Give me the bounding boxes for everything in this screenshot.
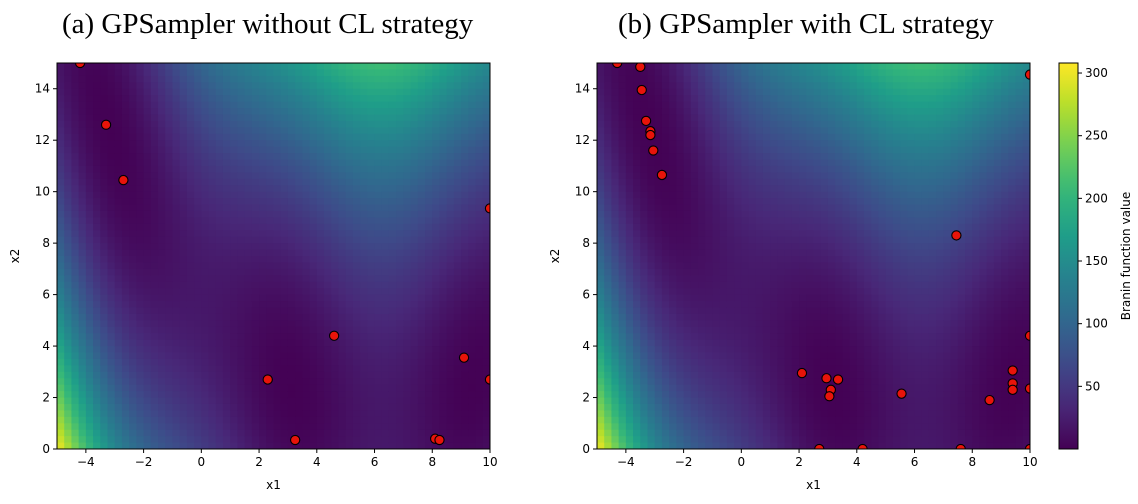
data-point: [289, 434, 301, 446]
x-axis-label: x1: [266, 478, 281, 492]
x-tick-label: −4: [77, 455, 95, 469]
y-tick-label: 6: [42, 288, 50, 302]
data-point: [821, 373, 832, 384]
colorbar-tick-label: 200: [1085, 191, 1108, 205]
data-point: [100, 119, 112, 130]
colorbar-tick-label: 150: [1085, 254, 1108, 268]
colorbar-tick-label: 250: [1085, 129, 1108, 143]
data-point: [645, 129, 656, 141]
data-point: [832, 374, 844, 385]
data-point: [635, 63, 646, 73]
x-tick-label: 2: [255, 455, 263, 469]
x-tick-label: 8: [428, 455, 436, 469]
data-point: [896, 388, 907, 399]
data-point: [1024, 330, 1030, 341]
x-tick-label: −2: [675, 455, 693, 469]
panel-a-title: (a) GPSampler without CL strategy: [62, 8, 474, 40]
y-axis-label: x2: [8, 249, 22, 264]
y-tick-label: 4: [582, 339, 590, 353]
plot-frame: [56, 62, 491, 450]
y-tick-label: 14: [35, 82, 50, 96]
data-point: [262, 374, 273, 385]
heatmap-a: [57, 63, 490, 449]
x-tick-label: 4: [313, 455, 321, 469]
panel-b-title: (b) GPSampler with CL strategy: [618, 8, 994, 40]
data-point: [328, 330, 340, 341]
data-point: [951, 230, 962, 241]
y-tick-label: 10: [35, 185, 50, 199]
plot-frame: [596, 62, 1031, 450]
y-tick-label: 10: [575, 185, 590, 199]
data-point: [1007, 365, 1018, 376]
x-tick-label: 2: [795, 455, 803, 469]
y-tick-label: 12: [575, 133, 590, 147]
y-tick-label: 2: [582, 391, 590, 405]
x-tick-label: 10: [482, 455, 497, 469]
data-point: [984, 394, 995, 406]
x-tick-label: 0: [738, 455, 746, 469]
data-point: [1024, 383, 1030, 394]
colorbar: [1058, 62, 1079, 450]
colorbar-tick-label: 50: [1085, 379, 1100, 393]
data-point: [648, 145, 659, 156]
y-tick-label: 0: [582, 442, 590, 456]
y-tick-label: 0: [42, 442, 50, 456]
colorbar-label: Branin function value: [1119, 192, 1133, 321]
data-point: [458, 352, 470, 363]
x-tick-label: 4: [853, 455, 861, 469]
x-axis-label: x1: [806, 478, 821, 492]
y-tick-label: 8: [582, 236, 590, 250]
y-tick-label: 6: [582, 288, 590, 302]
y-axis-label: x2: [548, 249, 562, 264]
data-point: [636, 84, 647, 96]
colorbar-tick-label: 100: [1085, 317, 1108, 331]
x-tick-label: −2: [135, 455, 153, 469]
y-tick-label: 2: [42, 391, 50, 405]
data-point: [796, 367, 808, 379]
data-point: [434, 434, 445, 446]
colorbar-tick-label: 300: [1085, 66, 1108, 80]
data-point: [656, 169, 668, 181]
data-point: [118, 174, 129, 186]
data-point: [1024, 69, 1030, 80]
x-tick-label: 0: [198, 455, 206, 469]
x-tick-label: 8: [968, 455, 976, 469]
data-point: [1007, 384, 1018, 395]
y-tick-label: 4: [42, 339, 50, 353]
data-point: [640, 115, 652, 127]
data-point: [824, 391, 835, 402]
y-tick-label: 14: [575, 82, 590, 96]
x-tick-label: 6: [911, 455, 919, 469]
y-tick-label: 8: [42, 236, 50, 250]
y-tick-label: 12: [35, 133, 50, 147]
x-tick-label: 10: [1022, 455, 1037, 469]
x-tick-label: −4: [617, 455, 635, 469]
x-tick-label: 6: [371, 455, 379, 469]
heatmap-b: [597, 63, 1030, 449]
